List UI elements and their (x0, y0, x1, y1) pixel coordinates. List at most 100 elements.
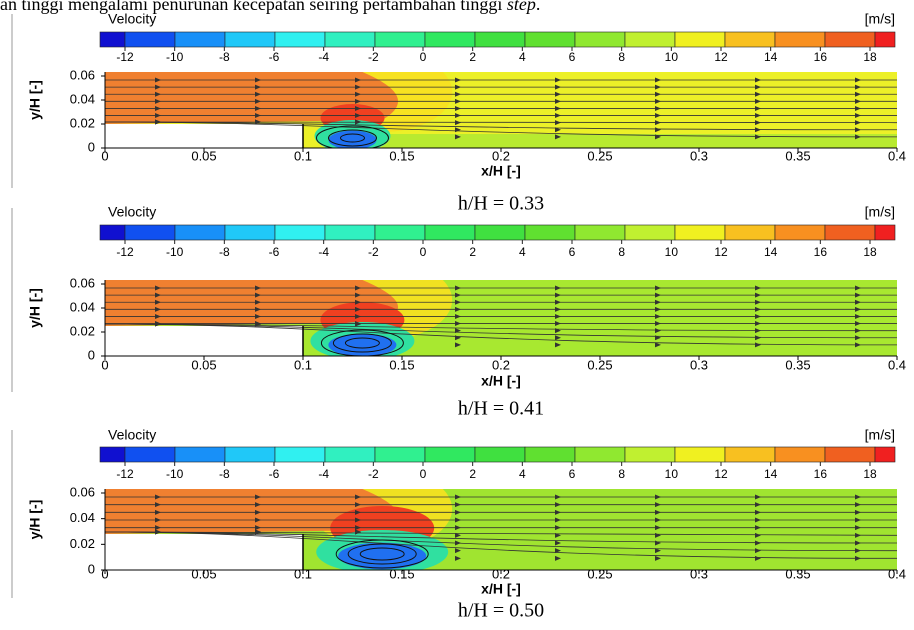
vortex-streamline (347, 543, 417, 565)
x-tick-label: 0.05 (191, 357, 216, 372)
colorbar-tick-label: 4 (519, 467, 526, 481)
y-tick-label: 0.06 (70, 484, 95, 499)
x-tick-label: 0.35 (785, 566, 810, 581)
colorbar-segment (474, 224, 526, 241)
streamline-arrow (655, 113, 661, 119)
streamline-arrow (755, 98, 761, 104)
x-tick-label: 0 (101, 566, 108, 581)
x-tick-label: 0.35 (785, 148, 810, 163)
streamline-arrow (655, 342, 661, 348)
streamline-arrow (755, 105, 761, 111)
streamline-arrow (355, 529, 361, 535)
streamline-arrow (455, 555, 461, 561)
streamline-arrow (155, 299, 161, 305)
colorbar-tick-label: 0 (420, 245, 427, 259)
step-block (105, 534, 303, 570)
streamline-arrow (455, 525, 461, 531)
x-axis-label: x/H [-] (481, 373, 521, 389)
streamline-arrow (155, 98, 161, 104)
streamline-arrow (855, 525, 861, 531)
streamline-arrow (255, 98, 261, 104)
colorbar-tick-label: -6 (269, 245, 280, 259)
colorbar-segment (124, 224, 176, 241)
colorbar-tick-label: -12 (116, 50, 134, 64)
streamline-arrow (755, 313, 761, 319)
vortex-streamline (332, 333, 392, 353)
streamline-arrow (855, 517, 861, 523)
streamline-arrow (555, 292, 561, 298)
streamline-arrow (455, 77, 461, 83)
x-tick-label: 0.2 (492, 357, 510, 372)
colorbar-tick-label: -12 (116, 467, 134, 481)
streamline-arrow (255, 525, 261, 531)
y-tick-label: 0.06 (70, 67, 95, 82)
colorbar-tick-label: 6 (569, 50, 576, 64)
x-tick-label: 0.3 (690, 566, 708, 581)
streamline-arrow (655, 494, 661, 500)
header-main: an tinggi mengalami penurunan kecepatan … (0, 0, 502, 14)
streamline-arrow (355, 517, 361, 523)
streamline-arrow (755, 502, 761, 508)
streamline-arrow (655, 313, 661, 319)
colorbar-segment (174, 31, 226, 48)
colorbar-segment (274, 224, 326, 241)
streamline-arrow (155, 292, 161, 298)
x-tick-label: 0.05 (191, 148, 216, 163)
colorbar-tick-label: 14 (764, 467, 778, 481)
streamline-arrow (855, 548, 861, 554)
streamline-arrow (555, 134, 561, 140)
streamline-arrow (755, 517, 761, 523)
streamline-arrow (855, 292, 861, 298)
streamline-arrow (255, 105, 261, 111)
streamline-arrow (855, 313, 861, 319)
streamline-arrow (755, 127, 761, 133)
streamline-arrow (655, 91, 661, 97)
y-tick-label: 0 (88, 561, 95, 576)
streamline-arrow (655, 306, 661, 312)
streamline-arrow (755, 509, 761, 515)
x-axis-label: x/H [-] (481, 163, 521, 179)
streamline-arrow (855, 98, 861, 104)
streamline-arrow (855, 77, 861, 83)
colorbar-tick-label: 16 (814, 245, 828, 259)
colorbar-tick-label: 10 (665, 245, 679, 259)
streamline-arrow (455, 517, 461, 523)
streamline-arrow (755, 328, 761, 334)
colorbar-segment (424, 31, 476, 48)
flow-field (105, 280, 897, 356)
streamline-arrow (255, 292, 261, 298)
streamline-arrow (755, 84, 761, 90)
colorbar-segment (99, 224, 126, 241)
colorbar-tick-label: 12 (714, 245, 728, 259)
colorbar-segment (674, 224, 726, 241)
streamline-arrow (155, 77, 161, 83)
legend-unit: [m/s] (865, 427, 895, 443)
streamline (105, 121, 897, 138)
streamline-arrow (855, 306, 861, 312)
colorbar-tick-label: 2 (469, 50, 476, 64)
streamline-arrow (755, 120, 761, 126)
colorbar-segment (224, 446, 276, 463)
colorbar-segment (124, 31, 176, 48)
streamline-arrow (155, 509, 161, 515)
header-emphasis: step (507, 0, 536, 14)
streamline-arrow (255, 285, 261, 291)
streamline (105, 121, 897, 124)
colorbar-segment (174, 446, 226, 463)
streamline-arrow (155, 84, 161, 90)
x-tick-label: 0 (101, 148, 108, 163)
streamline-arrow (455, 313, 461, 319)
colorbar-segment (374, 224, 426, 241)
streamline-arrow (655, 105, 661, 111)
streamline-arrow (655, 127, 661, 133)
colorbar-segment (324, 446, 376, 463)
panel-caption: h/H = 0.41 (458, 398, 544, 420)
streamline-arrow (855, 105, 861, 111)
streamline-arrow (855, 509, 861, 515)
streamline-arrow (555, 494, 561, 500)
colorbar-tick-label: 14 (764, 50, 778, 64)
colorbar-tick-label: 0 (420, 50, 427, 64)
streamline-arrow (155, 321, 161, 327)
streamline-arrow (355, 84, 361, 90)
